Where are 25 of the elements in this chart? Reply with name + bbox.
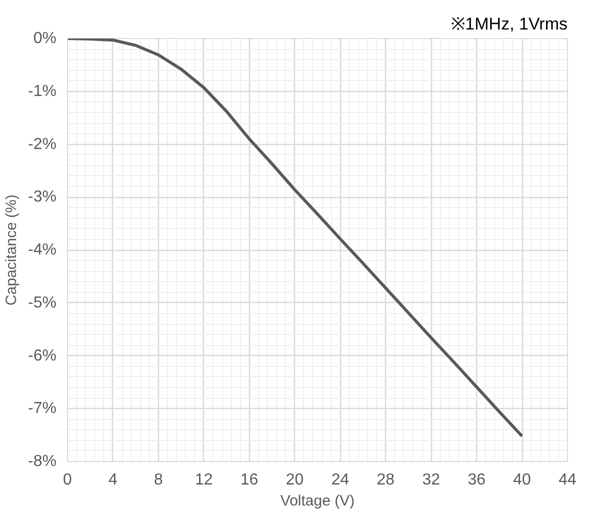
y-tick-label: -3%	[28, 188, 56, 206]
y-tick-label: -1%	[28, 82, 56, 100]
x-tick-label: 4	[108, 472, 118, 488]
y-tick-label: -5%	[28, 294, 56, 312]
y-tick-label: -8%	[28, 453, 56, 470]
x-tick-label: 40	[513, 472, 532, 488]
x-tick-label: 24	[331, 472, 350, 488]
x-tick-label: 16	[240, 472, 258, 488]
x-tick-label: 32	[422, 472, 440, 488]
line-series	[68, 38, 524, 438]
y-axis-title: Capacitance (%)	[3, 194, 20, 306]
y-tick-label: -6%	[28, 347, 56, 364]
x-tick-label: 20	[286, 472, 304, 488]
x-tick-label: 36	[468, 472, 486, 488]
x-tick-label: 8	[154, 472, 163, 488]
y-tick-label: -4%	[28, 242, 56, 258]
y-tick-label: -7%	[28, 400, 56, 418]
x-tick-label: 44	[558, 472, 576, 488]
x-tick-label: 0	[63, 472, 72, 488]
x-axis-title: Voltage (V)	[280, 492, 355, 510]
text: ※1MHz, 1Vrms	[451, 14, 568, 34]
y-tick-label: 0%	[33, 30, 56, 47]
x-tick-label: 28	[376, 472, 395, 488]
y-tick-label: -2%	[28, 136, 56, 153]
x-tick-label: 12	[194, 472, 213, 488]
